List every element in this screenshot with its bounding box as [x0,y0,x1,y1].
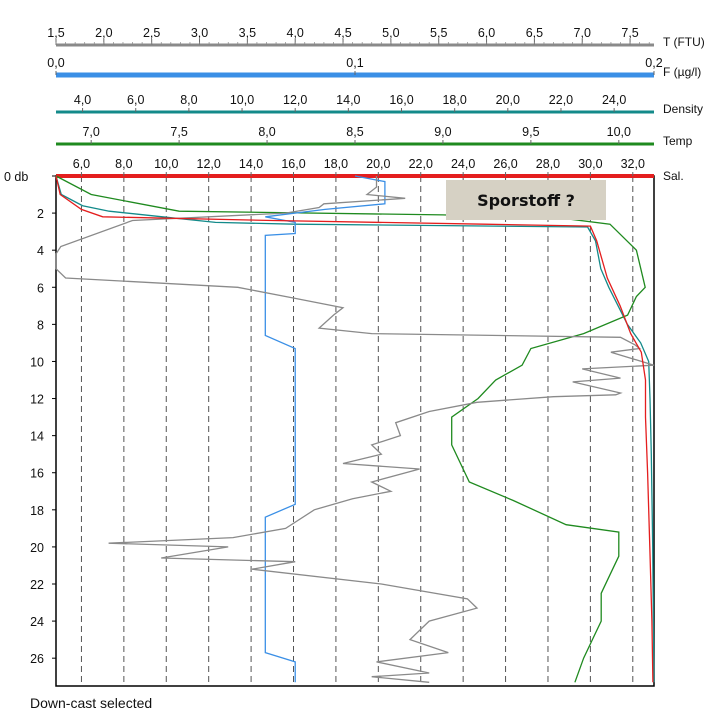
tick-label: 16,0 [281,157,305,171]
tick-label: 6,0 [127,93,144,107]
tick-label: 0,0 [47,56,64,70]
tick-label: 3,5 [239,26,256,40]
series-line-temp [55,175,646,683]
tick-label: 7,0 [574,26,591,40]
depth-label: 2 [37,207,44,221]
depth-label: 18 [30,504,44,518]
tick-label: 24,0 [602,93,626,107]
tick-label: 6,5 [526,26,543,40]
tick-label: 28,0 [536,157,560,171]
tick-label: 1,5 [47,26,64,40]
series-line-f [264,175,386,683]
series-line-density [55,175,655,683]
tick-label: 3,0 [191,26,208,40]
tick-label: 8,0 [258,125,275,139]
tick-label: 8,0 [115,157,132,171]
annotation-box [446,180,606,220]
depth-label: 12 [30,393,44,407]
depth-label: 14 [30,430,44,444]
tick-label: 7,5 [170,125,187,139]
tick-label: 4,0 [287,26,304,40]
tick-label: 24,0 [451,157,475,171]
tick-label: 7,0 [82,125,99,139]
tick-label: 10,0 [230,93,254,107]
depth-label: 26 [30,652,44,666]
depth-label: 8 [37,318,44,332]
tick-label: 30,0 [578,157,602,171]
depth-label: 0 db [4,170,28,184]
plot-frame [55,175,655,687]
tick-label: 20,0 [366,157,390,171]
tick-label: 6,0 [478,26,495,40]
tick-label: 5,5 [430,26,447,40]
depth-label: 24 [30,615,44,629]
tick-label: 32,0 [621,157,645,171]
tick-label: 8,0 [180,93,197,107]
tick-label: 9,5 [522,125,539,139]
tick-label: 12,0 [197,157,221,171]
annotation-label: Sporstoff ? [477,191,575,210]
tick-label: 6,0 [73,157,90,171]
depth-label: 20 [30,541,44,555]
axis-name-sal: Sal. [663,169,684,183]
series-line-sal [55,175,654,683]
tick-label: 18,0 [442,93,466,107]
tick-label: 2,0 [95,26,112,40]
axis-name-temp: Temp [663,134,693,148]
tick-label: 14,0 [239,157,263,171]
tick-label: 9,0 [434,125,451,139]
tick-label: 0,1 [346,56,363,70]
depth-label: 22 [30,578,44,592]
tick-label: 20,0 [496,93,520,107]
tick-label: 22,0 [549,93,573,107]
tick-label: 14,0 [336,93,360,107]
tick-label: 12,0 [283,93,307,107]
depth-label: 10 [30,355,44,369]
depth-label: 6 [37,281,44,295]
tick-label: 4,5 [334,26,351,40]
depth-label: 4 [37,244,44,258]
tick-label: 22,0 [409,157,433,171]
axis-name-f: F (µg/l) [663,65,701,79]
tick-label: 2,5 [143,26,160,40]
tick-label: 0,2 [645,56,662,70]
tick-label: 10,0 [154,157,178,171]
axis-name-density: Density [663,102,703,116]
series-line-t [55,176,655,683]
tick-label: 16,0 [389,93,413,107]
tick-label: 8,5 [346,125,363,139]
tick-label: 7,5 [621,26,638,40]
tick-label: 4,0 [74,93,91,107]
depth-label: 16 [30,467,44,481]
tick-label: 10,0 [607,125,631,139]
tick-label: 18,0 [324,157,348,171]
status-text: Down-cast selected [30,695,153,711]
chart-svg: 1,5 2,0 2,5 3,0 3,5 4,0 4,5 5,0 5,5 6,0 6,5 7,0 7,5 T… [4,26,705,687]
tick-label: 26,0 [493,157,517,171]
axis-name-t: T (FTU) [663,35,705,49]
tick-label: 5,0 [382,26,399,40]
